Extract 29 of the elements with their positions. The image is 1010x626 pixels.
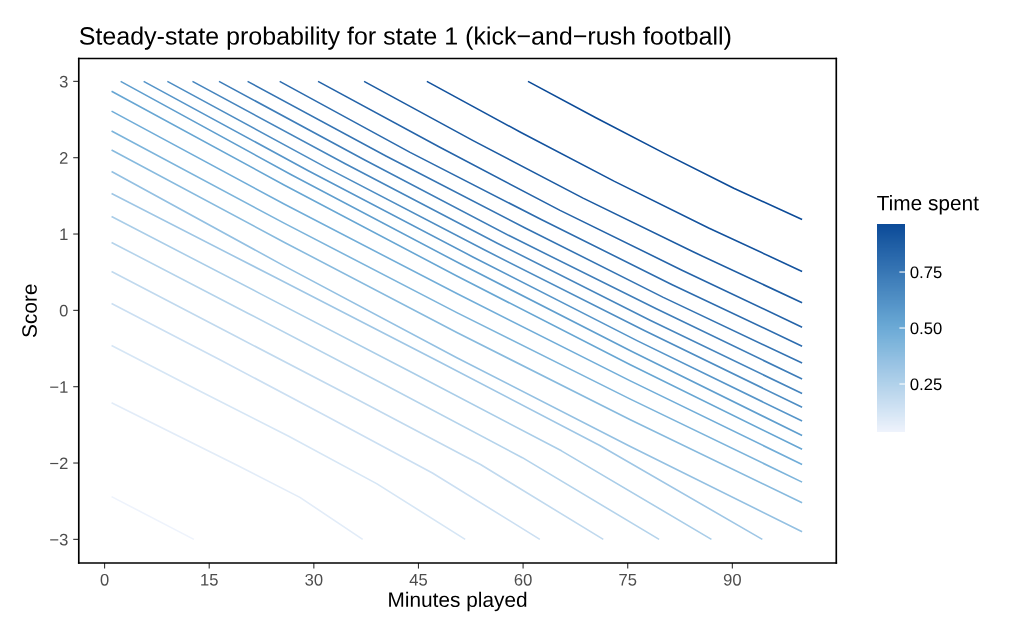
- y-tick-label: −2: [50, 457, 68, 470]
- line-series: [110, 401, 364, 541]
- chart-title: Steady-state probability for state 1 (kick−and−rush football): [79, 26, 731, 50]
- y-tick-label: −3: [50, 533, 68, 546]
- y-tick-label: 1: [60, 228, 68, 241]
- x-tick-label: 75: [619, 574, 637, 586]
- y-tick-label: 2: [59, 152, 68, 164]
- color-bar-label: 0.50: [910, 322, 942, 335]
- y-tick-label: 0: [59, 304, 68, 317]
- x-tick-label: 60: [514, 573, 532, 586]
- color-bar-title: Time spent: [877, 195, 979, 215]
- y-tick-label: 3: [59, 75, 68, 88]
- x-tick-label: 45: [409, 574, 428, 586]
- y-axis-title: Score: [22, 284, 37, 338]
- color-bar-label: 0.75: [910, 266, 942, 279]
- line-series: [110, 241, 660, 541]
- color-bar-label: 0.25: [910, 378, 942, 391]
- line-series: [110, 270, 605, 541]
- x-tick-label: 90: [723, 573, 741, 586]
- line-series: [110, 344, 466, 541]
- line-series: [426, 80, 803, 273]
- x-axis-title: Minutes played: [389, 591, 527, 612]
- line-series: [110, 302, 541, 541]
- x-tick-label: 15: [201, 574, 218, 586]
- line-series: [527, 80, 803, 221]
- line-series: [363, 80, 803, 304]
- x-tick-label: 0: [100, 573, 109, 586]
- y-tick-label: −1: [50, 381, 68, 393]
- x-tick-label: 30: [305, 573, 323, 586]
